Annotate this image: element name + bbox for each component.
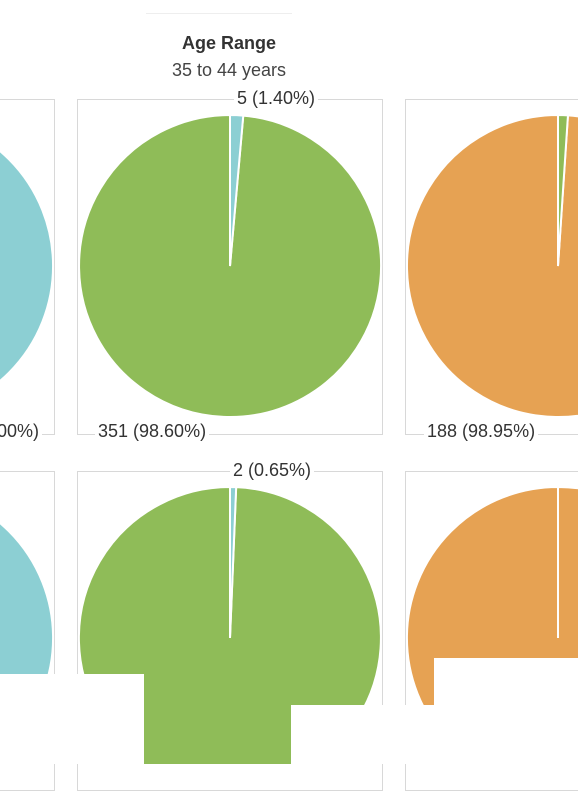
pie-r1-c1 bbox=[0, 149, 54, 383]
pie-r2-c2-slice-teal bbox=[229, 485, 238, 639]
occluder-right bbox=[434, 658, 578, 764]
pie-r1-c2-data-label-green: 351 (98.60%) bbox=[95, 421, 210, 441]
pie-r1-c2 bbox=[78, 113, 383, 418]
top-divider bbox=[146, 13, 292, 14]
pie-r1-c1-slice-teal bbox=[0, 149, 54, 383]
chart-title: Age Range bbox=[181, 33, 277, 53]
pie-r1-c3-slice-green bbox=[557, 113, 570, 267]
pie-r1-c2-data-label-teal: 5 (1.40%) bbox=[234, 88, 319, 108]
pie-r1-c3-data-label-orange: 188 (98.95%) bbox=[424, 421, 539, 441]
occluder-green bbox=[144, 674, 291, 764]
pie-r1-c3 bbox=[406, 113, 578, 418]
pie-r2-c2-data-label-teal: 2 (0.65%) bbox=[230, 460, 315, 480]
occluder-left bbox=[0, 674, 144, 764]
pie-r1-c2-slice-teal bbox=[229, 113, 245, 267]
pie-charts bbox=[0, 113, 578, 764]
occluder-middle bbox=[291, 705, 436, 764]
pie-r1-c1-data-label: 00%) bbox=[0, 421, 43, 441]
pie-r1-c3-slice-orange bbox=[406, 113, 578, 418]
chart-subtitle: 35 to 44 years bbox=[171, 60, 287, 80]
pie-panel-r1-c2 bbox=[77, 99, 383, 435]
